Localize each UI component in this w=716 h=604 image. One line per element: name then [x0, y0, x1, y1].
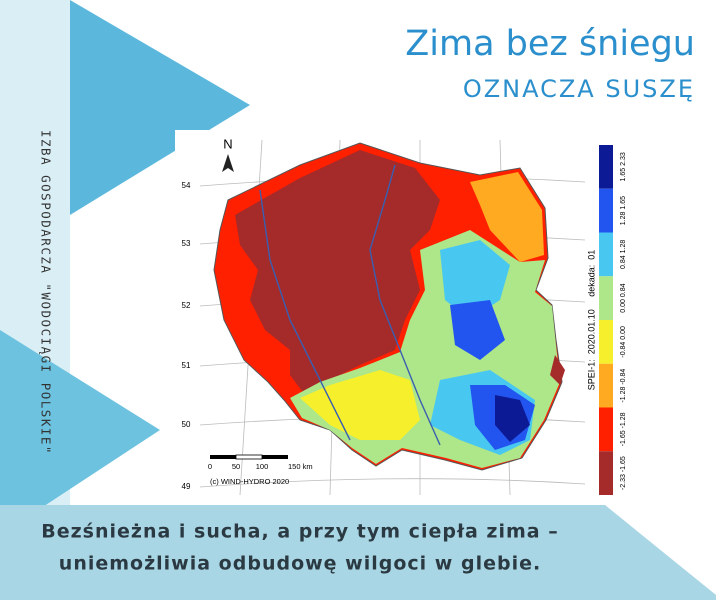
scale-bar: [235, 454, 263, 460]
scale-label: 150 km: [288, 462, 313, 471]
legend-swatch: [599, 320, 613, 364]
latitude-label: 49: [182, 482, 191, 491]
bottom-band: [0, 505, 716, 600]
scale-label: 0: [208, 462, 212, 471]
scale-label: 50: [232, 462, 240, 471]
region-very-dry: [235, 150, 440, 395]
legend-label: -0.84 0.00: [620, 326, 627, 358]
scale-bar: [210, 455, 236, 459]
scale-labels: 0 50 100 150 km: [208, 462, 313, 471]
scale-label: 100: [256, 462, 269, 471]
region-very-wet: [450, 300, 505, 360]
region-very-dry: [550, 355, 565, 385]
region-extremely-wet: [495, 395, 530, 442]
legend-label: -1.28 -0.84: [620, 369, 627, 403]
north-arrow: [222, 154, 234, 172]
triangle-mid: [0, 330, 160, 535]
subtitle: OZNACZA SUSZĘ: [463, 75, 695, 103]
legend-label: -2.33 -1.65: [620, 456, 627, 490]
legend-label: 1.65 2.33: [620, 152, 627, 181]
latitude-labels: 54 53 52 51 50 49: [182, 181, 191, 491]
region-dry: [470, 172, 544, 262]
side-text: IZBA GOSPODARCZA "WODOCIĄGI POLSKIE": [39, 130, 54, 455]
caption-line: Bezśnieżna i sucha, a przy tym ciepła zi…: [41, 521, 559, 543]
graticule-line: [199, 478, 586, 488]
legend-swatch: [599, 276, 613, 320]
title: Zima bez śniegu: [405, 24, 695, 64]
scale-bar: [262, 455, 288, 459]
legend-swatch: [599, 145, 613, 189]
river: [259, 189, 351, 441]
latitude-label: 51: [182, 361, 191, 370]
legend-swatch: [599, 232, 613, 277]
rivers: [259, 164, 441, 446]
river: [369, 164, 441, 446]
copyright: (c) WIND-HYDRO 2020: [210, 477, 289, 486]
north-label: N: [223, 136, 232, 151]
legend: 1.65 2.33 1.28 1.65 0.84 1.28 0.00 0.84 -0.8…: [599, 145, 627, 495]
legend-label: 1.28 1.65: [620, 196, 627, 225]
latitude-label: 53: [182, 239, 191, 248]
latitude-label: 52: [182, 301, 191, 310]
caption-line: uniemożliwia odbudowę wilgoci w glebie.: [59, 553, 541, 575]
legend-swatch: [599, 451, 613, 495]
legend-title: SPEI-1: 2020.01.10 dekada: 01: [586, 250, 596, 391]
latitude-label: 50: [182, 420, 191, 429]
triangle-top: [70, 0, 250, 215]
legend-label: -1.65 -1.28: [620, 412, 627, 446]
legend-label: 0.84 1.28: [620, 240, 627, 269]
legend-swatch: [599, 188, 613, 233]
region-slightly-dry: [300, 370, 420, 440]
latitude-label: 54: [182, 181, 191, 190]
legend-swatch: [599, 407, 613, 452]
legend-swatch: [599, 363, 613, 408]
legend-label: 0.00 0.84: [620, 283, 627, 312]
region-wet: [440, 240, 510, 320]
